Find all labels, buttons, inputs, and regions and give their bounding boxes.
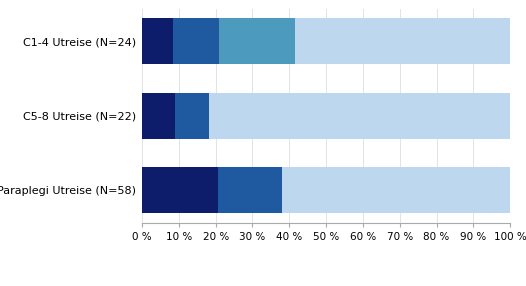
Bar <box>218 167 282 213</box>
Bar <box>209 93 510 139</box>
Bar <box>296 18 510 64</box>
Bar <box>142 167 218 213</box>
Bar <box>176 93 209 139</box>
Bar <box>282 167 510 213</box>
Bar <box>173 18 219 64</box>
Bar <box>219 18 296 64</box>
Bar <box>142 93 176 139</box>
Bar <box>142 18 173 64</box>
